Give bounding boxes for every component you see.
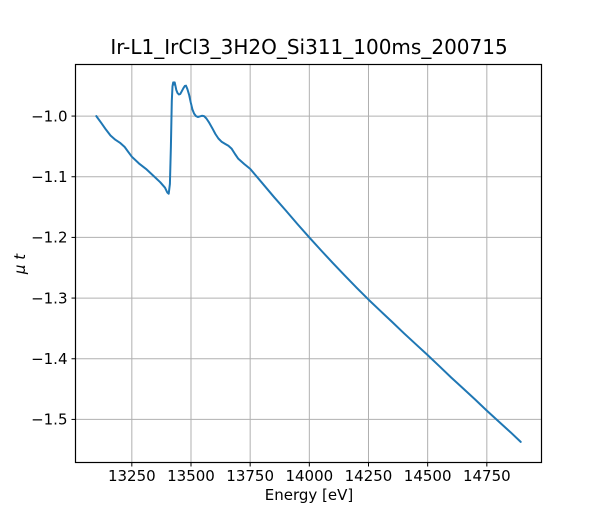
y-tick-label: −1.3 bbox=[31, 289, 67, 307]
x-tick-label: 14750 bbox=[463, 467, 511, 485]
x-axis-label: Energy [eV] bbox=[264, 486, 354, 504]
y-tick-label: −1.2 bbox=[31, 229, 67, 247]
y-axis-label: μ t bbox=[11, 253, 29, 275]
plot-border bbox=[74, 63, 543, 464]
x-tick-label: 13750 bbox=[226, 467, 274, 485]
x-tick-label: 13500 bbox=[167, 467, 215, 485]
x-tick-label: 14500 bbox=[404, 467, 452, 485]
data-line bbox=[95, 81, 522, 443]
x-tick-label: 13250 bbox=[108, 467, 156, 485]
x-tick-label: 14000 bbox=[285, 467, 333, 485]
chart-title: Ir-L1_IrCl3_3H2O_Si311_100ms_200715 bbox=[110, 35, 508, 59]
y-tick-label: −1.0 bbox=[31, 107, 67, 125]
x-tick-label: 14250 bbox=[345, 467, 393, 485]
y-tick-label: −1.5 bbox=[31, 411, 67, 429]
y-tick-label: −1.4 bbox=[31, 350, 67, 368]
y-tick-label: −1.1 bbox=[31, 168, 67, 186]
